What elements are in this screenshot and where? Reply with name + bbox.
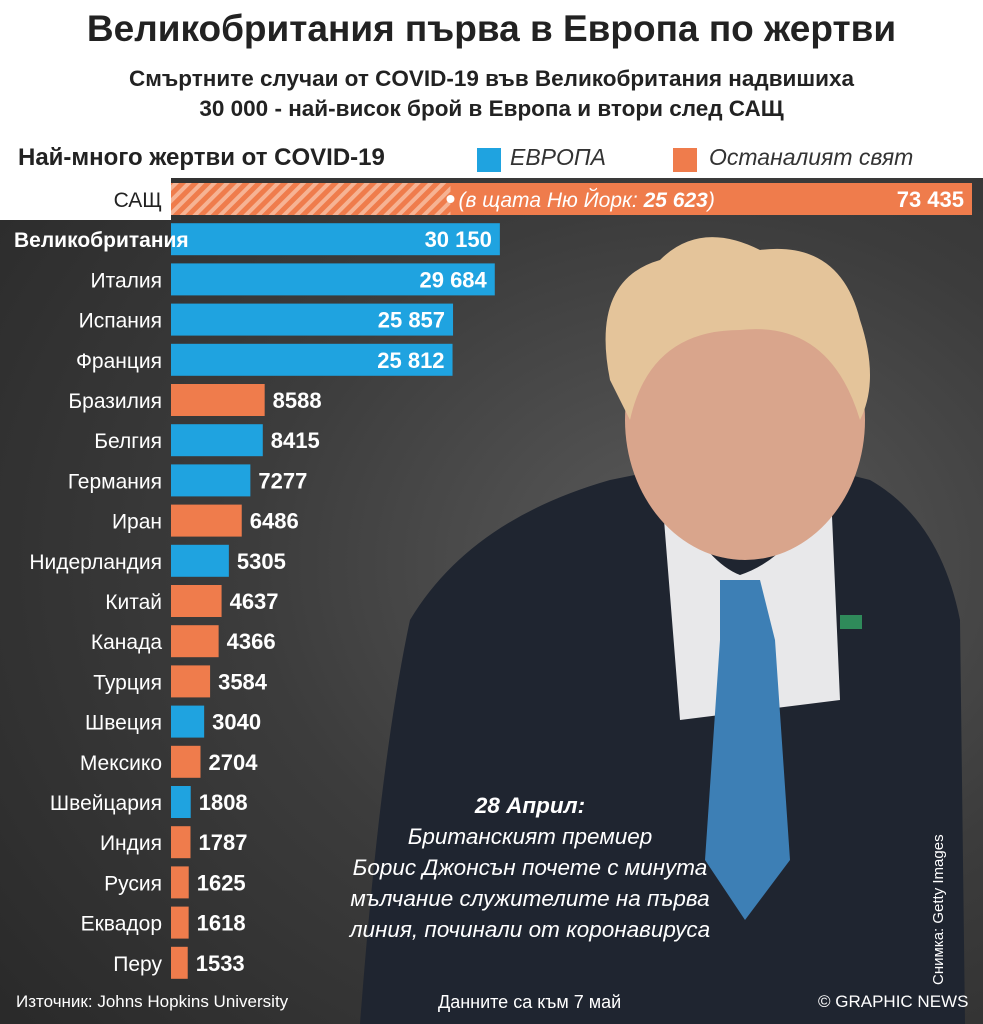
photo-caption: 28 Април: Британският премиер Борис Джон… <box>290 790 770 945</box>
caption-line-1: Британският премиер <box>407 824 653 849</box>
legend-label: Най-много жертви от COVID-19 <box>18 144 385 171</box>
value-label: 7277 <box>258 468 307 493</box>
category-label: Испания <box>79 310 162 333</box>
bar <box>171 906 189 939</box>
top-row-label-band <box>0 178 171 220</box>
hair <box>605 237 870 420</box>
value-label: 4637 <box>230 589 279 614</box>
category-label: Перу <box>113 953 162 976</box>
bar <box>171 705 205 738</box>
bar <box>171 786 191 818</box>
subtitle-line-1: Смъртните случаи от COVID-19 във Великоб… <box>129 66 854 91</box>
value-label: 1625 <box>197 870 246 895</box>
bar <box>171 625 219 658</box>
category-label: Швеция <box>85 712 162 735</box>
category-label: Китай <box>105 591 162 614</box>
date-note: Данните са към 7 май <box>438 992 622 1012</box>
bar <box>171 464 251 497</box>
category-label: Италия <box>90 269 162 292</box>
category-label: Великобритания <box>14 229 189 252</box>
subtitle-line-2: 30 000 - най-висок брой в Европа и втори… <box>199 96 784 121</box>
value-label: 25 812 <box>377 348 444 373</box>
tie <box>705 580 790 920</box>
legend: Най-много жертви от COVID-19 ЕВРОПА Оста… <box>0 142 983 178</box>
legend-swatch-europe <box>477 148 501 172</box>
bar <box>171 946 188 979</box>
page-subtitle: Смъртните случаи от COVID-19 във Великоб… <box>0 64 983 124</box>
category-label: Швейцария <box>50 792 162 815</box>
category-label: Индия <box>100 832 162 855</box>
lapel-pin <box>840 615 862 629</box>
bar <box>171 223 500 256</box>
category-label: Мексико <box>80 752 162 775</box>
caption-line-4: линия, починали от коронавируса <box>349 917 711 942</box>
category-label: Нидерландия <box>29 551 162 574</box>
bar <box>171 826 191 859</box>
legend-swatch-rest <box>673 148 697 172</box>
value-label: 3040 <box>212 710 261 735</box>
bar <box>171 866 189 899</box>
value-label: 29 684 <box>419 267 487 292</box>
bar <box>171 585 222 617</box>
value-label: 1533 <box>196 951 245 976</box>
bar <box>171 745 201 778</box>
value-label: 8588 <box>273 388 322 413</box>
value-label: 1618 <box>197 911 246 936</box>
bar-segment-new-york <box>171 183 451 215</box>
bar <box>171 303 454 336</box>
value-label: 1787 <box>198 830 247 855</box>
category-label: Канада <box>91 631 162 654</box>
value-label: 1808 <box>199 790 248 815</box>
bar <box>171 544 229 577</box>
value-label: 25 857 <box>378 308 445 333</box>
category-label: Иран <box>112 511 162 534</box>
bar <box>171 665 211 698</box>
value-label: 2704 <box>208 750 258 775</box>
category-label: Германия <box>68 470 162 493</box>
page-title: Великобритания първа в Европа по жертви <box>86 8 897 49</box>
value-label: 30 150 <box>425 227 492 252</box>
copyright: © GRAPHIC NEWS <box>818 992 969 1011</box>
category-label: Турция <box>93 671 162 694</box>
category-label: Еквадор <box>81 913 162 936</box>
value-label: 4366 <box>227 629 276 654</box>
bar <box>171 504 242 537</box>
category-label: Бразилия <box>68 390 162 413</box>
bar <box>171 343 453 376</box>
annotation-label: (в щата Ню Йорк: 25 623) <box>458 189 714 212</box>
header: Великобритания първа в Европа по жертви … <box>0 0 983 142</box>
face <box>625 280 865 560</box>
category-label: Русия <box>104 872 162 895</box>
bar <box>171 263 495 296</box>
legend-text-rest: Останалият свят <box>709 144 914 170</box>
annotation-marker <box>446 195 455 203</box>
source-note: Източник: Johns Hopkins University <box>16 992 289 1011</box>
value-label: 8415 <box>271 428 320 453</box>
bar <box>171 424 263 457</box>
value-label: 3584 <box>218 669 268 694</box>
photo-credit: Снимка: Getty Images <box>930 834 947 985</box>
value-label: 6486 <box>250 509 299 534</box>
value-label: 5305 <box>237 549 286 574</box>
caption-date: 28 Април: <box>474 793 586 818</box>
category-label: САЩ <box>114 189 162 212</box>
bar <box>171 384 265 416</box>
caption-line-2: Борис Джонсън почете с минута <box>352 855 708 880</box>
category-label: Франция <box>76 350 162 373</box>
legend-text-europe: ЕВРОПА <box>510 144 606 170</box>
category-label: Белгия <box>94 430 162 453</box>
value-label: 73 435 <box>897 187 964 212</box>
caption-line-3: мълчание служителите на първа <box>350 886 710 911</box>
